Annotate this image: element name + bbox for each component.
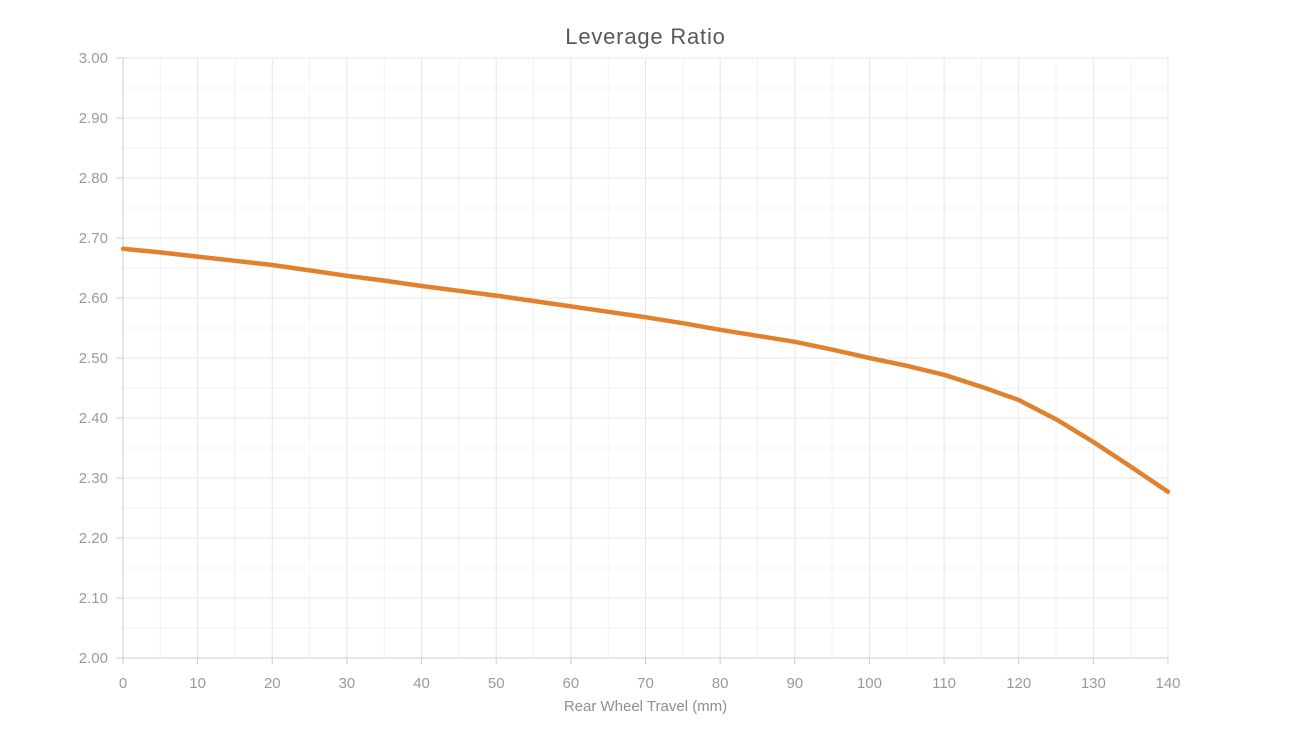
y-tick-label: 2.50 xyxy=(79,350,108,367)
chart-title: Leverage Ratio xyxy=(565,24,726,49)
y-tick-label: 2.10 xyxy=(79,590,108,607)
y-tick-label: 2.40 xyxy=(79,410,108,427)
x-tick-label: 30 xyxy=(339,675,356,692)
x-tick-label: 60 xyxy=(563,675,580,692)
x-tick-label: 130 xyxy=(1081,675,1106,692)
y-tick-label: 2.00 xyxy=(79,650,108,667)
y-tick-label: 2.20 xyxy=(79,530,108,547)
x-tick-label: 40 xyxy=(413,675,430,692)
x-tick-label: 110 xyxy=(932,675,956,692)
x-tick-label: 20 xyxy=(264,675,281,692)
x-tick-label: 80 xyxy=(712,675,729,692)
x-tick-label: 120 xyxy=(1006,675,1031,692)
y-tick-label: 2.80 xyxy=(79,170,108,187)
x-tick-label: 140 xyxy=(1155,675,1180,692)
y-tick-label: 3.00 xyxy=(79,50,108,67)
x-tick-label: 0 xyxy=(119,675,127,692)
y-tick-label: 2.60 xyxy=(79,290,108,307)
y-tick-label: 2.90 xyxy=(79,110,108,127)
y-tick-label: 2.30 xyxy=(79,470,108,487)
x-tick-label: 90 xyxy=(786,675,803,692)
x-tick-label: 50 xyxy=(488,675,505,692)
x-tick-label: 70 xyxy=(637,675,654,692)
x-tick-label: 100 xyxy=(857,675,882,692)
y-tick-label: 2.70 xyxy=(79,230,108,247)
leverage-ratio-curve xyxy=(120,246,1171,495)
x-axis-label: Rear Wheel Travel (mm) xyxy=(564,698,727,715)
x-tick-label: 10 xyxy=(189,675,206,692)
